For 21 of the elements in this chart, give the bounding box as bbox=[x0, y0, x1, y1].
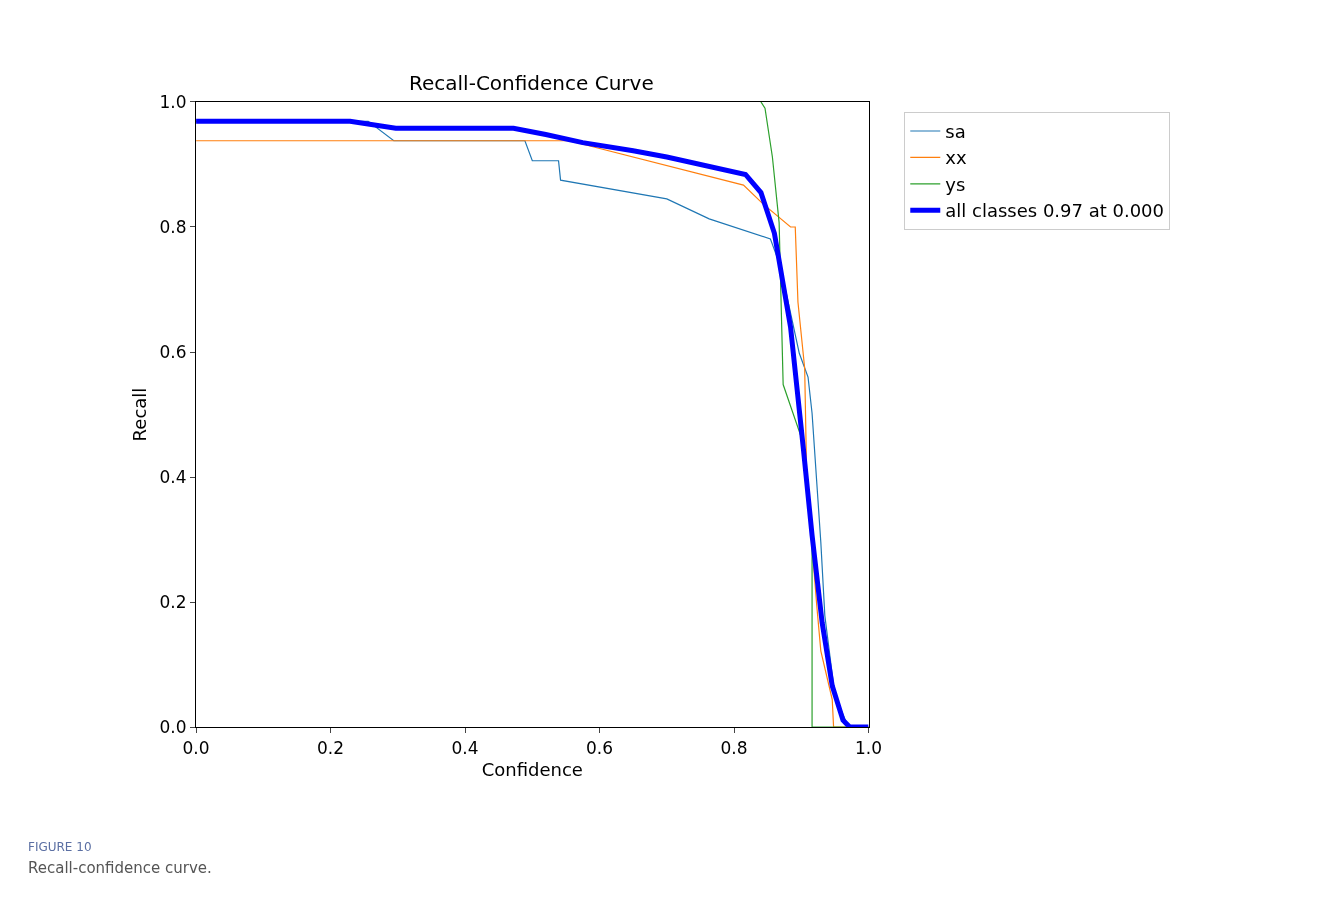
legend-label: sa bbox=[945, 121, 966, 143]
x-tick-label: 0.8 bbox=[720, 737, 748, 758]
chart-title: Recall-Confidence Curve bbox=[409, 71, 654, 95]
y-tick-label: 0.2 bbox=[159, 592, 187, 613]
y-tick-label: 0.8 bbox=[159, 216, 187, 237]
y-tick-label: 0.0 bbox=[159, 717, 187, 738]
y-tick-label: 0.4 bbox=[159, 466, 187, 487]
y-axis-title: Recall bbox=[128, 387, 150, 442]
x-tick-label: 0.0 bbox=[182, 737, 210, 758]
x-tick-label: 0.2 bbox=[317, 737, 345, 758]
y-tick-label: 0.6 bbox=[159, 341, 187, 362]
x-tick-label: 0.6 bbox=[586, 737, 614, 758]
x-tick-label: 1.0 bbox=[855, 737, 883, 758]
caption: FIGURE 10 bbox=[28, 840, 92, 854]
x-axis-title: Confidence bbox=[481, 758, 583, 780]
y-tick-label: 1.0 bbox=[159, 91, 187, 112]
legend-label: xx bbox=[945, 147, 967, 169]
x-tick-label: 0.4 bbox=[451, 737, 479, 758]
legend-label: ys bbox=[945, 173, 966, 195]
text: Recall-confidence curve. bbox=[28, 859, 212, 877]
legend-label: all classes 0.97 at 0.000 bbox=[945, 200, 1165, 222]
